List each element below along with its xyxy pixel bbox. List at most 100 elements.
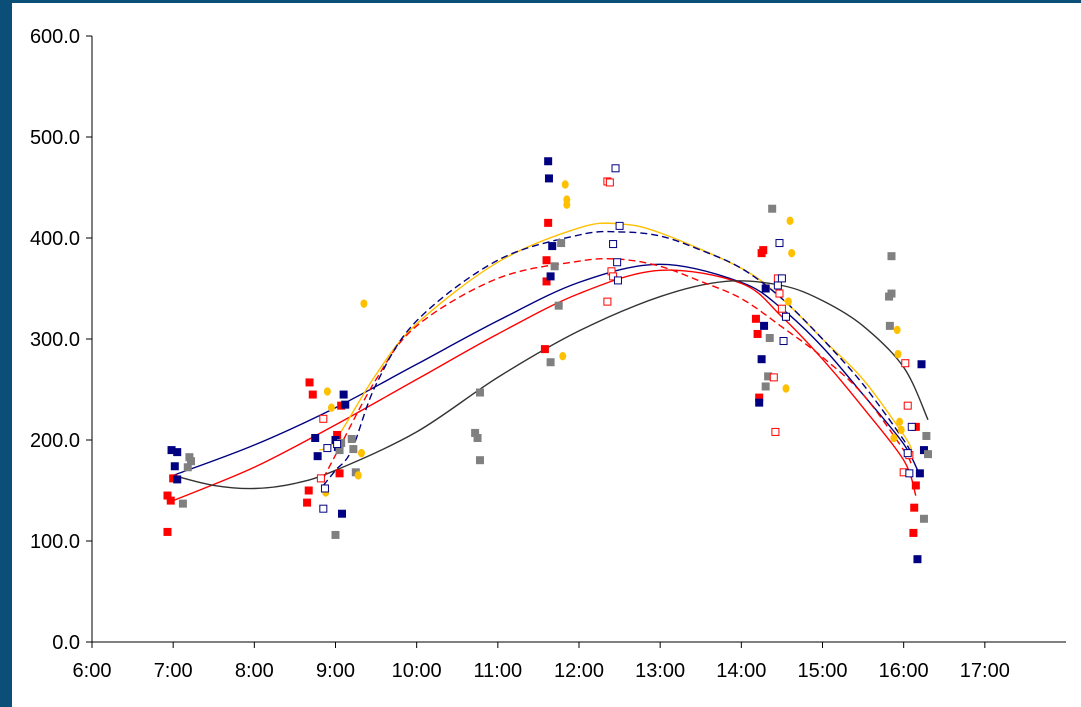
point-red-filled xyxy=(337,401,346,410)
point-gray-filled xyxy=(187,457,196,466)
x-tick-label: 10:00 xyxy=(392,660,442,682)
trendline-dark-solid xyxy=(173,280,929,490)
point-red-filled xyxy=(909,528,918,537)
point-navy-filled xyxy=(915,469,924,478)
point-navy-hollow xyxy=(775,239,784,248)
point-gray-filled xyxy=(885,321,894,330)
point-navy-hollow xyxy=(905,469,914,478)
point-navy-hollow xyxy=(615,221,624,230)
point-red-filled xyxy=(169,474,178,483)
point-gray-filled xyxy=(554,301,563,310)
point-gray-filled xyxy=(349,445,358,454)
point-navy-hollow xyxy=(777,274,786,283)
point-navy-filled xyxy=(917,360,926,369)
tick-labels: 0.0 100.0 200.0 300.0 400.0 500.0 600.0 6:00 7:0… xyxy=(30,26,1010,682)
point-red-hollow xyxy=(775,289,784,298)
point-navy-filled xyxy=(546,272,555,281)
point-red-filled xyxy=(163,491,172,500)
y-tick-label: 200.0 xyxy=(30,430,80,452)
point-gray-filled xyxy=(761,382,770,391)
point-red-hollow xyxy=(316,474,325,483)
point-red-filled xyxy=(540,345,549,354)
x-tick-label: 7:00 xyxy=(154,660,193,682)
point-red-filled xyxy=(163,527,172,536)
point-navy-hollow xyxy=(613,276,622,285)
point-red-filled xyxy=(303,498,312,507)
point-red-filled xyxy=(308,390,317,399)
x-tick-label: 13:00 xyxy=(635,660,685,682)
y-tick-label: 600.0 xyxy=(30,26,80,48)
chart-axes xyxy=(86,35,1066,648)
trendline-navy-dashed xyxy=(322,230,913,486)
point-navy-filled xyxy=(170,462,179,471)
point-gray-filled xyxy=(922,431,931,440)
point-gray-filled xyxy=(351,468,360,477)
point-navy-filled xyxy=(544,157,553,166)
point-gray-filled xyxy=(475,456,484,465)
trendline-red-solid xyxy=(172,269,917,502)
point-gold-filled xyxy=(357,448,365,458)
point-red-filled xyxy=(753,329,762,338)
x-tick-label: 14:00 xyxy=(716,660,766,682)
point-red-hollow xyxy=(605,178,614,187)
point-red-filled xyxy=(759,246,768,255)
point-navy-filled xyxy=(173,475,182,484)
point-navy-hollow xyxy=(609,240,618,249)
point-gold-filled xyxy=(561,180,569,189)
point-navy-hollow xyxy=(319,504,328,513)
x-tick-label: 17:00 xyxy=(960,660,1010,682)
point-red-filled xyxy=(333,430,342,439)
point-gold-filled xyxy=(897,425,905,435)
trendline-gold-solid xyxy=(318,222,913,451)
point-navy-filled xyxy=(548,242,557,251)
point-navy-filled xyxy=(755,398,764,407)
point-gray-filled xyxy=(471,428,480,437)
point-red-filled xyxy=(544,218,553,227)
point-navy-hollow xyxy=(613,258,622,267)
point-red-filled xyxy=(305,378,314,387)
point-gold-filled xyxy=(323,387,331,396)
point-gray-filled xyxy=(185,453,194,462)
point-gray-filled xyxy=(337,439,346,448)
point-red-filled xyxy=(304,486,313,495)
point-navy-hollow xyxy=(773,281,782,290)
top-frame-band xyxy=(0,0,1081,3)
point-red-filled xyxy=(911,422,920,431)
x-tick-label: 11:00 xyxy=(474,660,523,682)
point-red-filled xyxy=(542,277,551,286)
point-gray-filled xyxy=(475,388,484,397)
point-red-filled xyxy=(542,256,551,265)
x-tick-label: 16:00 xyxy=(879,660,929,682)
point-gray-filled xyxy=(765,333,774,342)
point-gray-filled xyxy=(919,514,928,523)
point-gold-filled xyxy=(890,433,898,443)
point-gold-filled xyxy=(563,200,571,209)
x-tick-label: 8:00 xyxy=(235,660,274,682)
point-gray-filled xyxy=(557,239,566,248)
point-navy-filled xyxy=(311,433,320,442)
point-gray-filled xyxy=(768,204,777,213)
point-gold-filled xyxy=(896,417,904,427)
point-navy-filled xyxy=(760,321,769,330)
point-navy-hollow xyxy=(323,444,332,453)
point-red-hollow xyxy=(771,427,780,436)
point-navy-hollow xyxy=(333,440,342,449)
trendline-navy-solid xyxy=(172,263,921,477)
point-gray-filled xyxy=(764,372,773,381)
point-red-filled xyxy=(335,469,344,478)
point-gold-filled xyxy=(327,403,335,412)
point-navy-hollow xyxy=(320,484,329,493)
point-gold-filled xyxy=(786,216,794,226)
point-navy-hollow xyxy=(779,337,788,346)
point-gray-filled xyxy=(331,530,340,539)
y-tick-label: 0.0 xyxy=(52,632,80,654)
point-red-filled xyxy=(755,393,764,402)
left-frame-band xyxy=(0,0,12,707)
point-navy-hollow xyxy=(611,164,620,173)
point-navy-filled xyxy=(761,284,770,293)
point-gray-filled xyxy=(335,446,344,455)
point-gold-filled xyxy=(354,471,362,480)
point-gold-filled xyxy=(894,349,902,359)
data-points xyxy=(163,157,933,564)
